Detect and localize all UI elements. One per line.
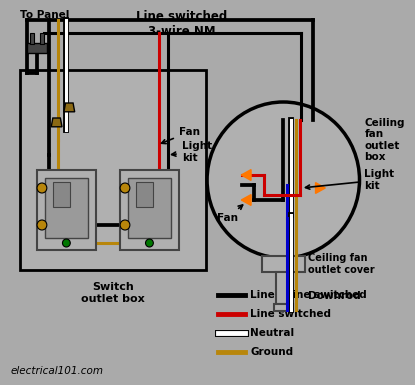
Text: Ceiling
fan
outlet
box: Ceiling fan outlet box [364,117,405,162]
Text: Light
kit: Light kit [305,169,395,191]
Bar [37,170,96,250]
Text: Light
kit: Light kit [172,141,212,163]
Text: Ceiling fan
outlet cover: Ceiling fan outlet cover [308,253,374,275]
Text: Fan: Fan [161,127,200,144]
Circle shape [63,239,70,247]
Text: Switch
outlet box: Switch outlet box [81,282,145,304]
Bar [276,272,290,304]
Text: To Panel: To Panel [20,10,70,20]
Text: Downrod: Downrod [308,291,361,301]
Bar [273,304,293,311]
Bar [45,178,88,238]
Bar [136,182,153,207]
Circle shape [207,102,359,258]
Polygon shape [64,103,75,112]
Polygon shape [241,170,251,181]
Text: Fan: Fan [217,205,243,223]
Circle shape [37,220,47,230]
Text: Line switched: Line switched [250,309,331,319]
Polygon shape [241,194,251,206]
Bar [27,43,47,53]
Polygon shape [315,182,325,193]
Text: Line / Line switched: Line / Line switched [250,290,367,300]
Bar [30,33,34,44]
Bar [262,256,305,272]
Polygon shape [51,118,62,127]
Text: 3-wire NM: 3-wire NM [148,25,215,38]
Text: Neutral: Neutral [250,328,294,338]
Bar [128,178,171,238]
Bar [20,70,206,270]
Text: electrical101.com: electrical101.com [10,366,103,376]
Circle shape [146,239,153,247]
Bar [120,170,179,250]
Circle shape [120,183,130,193]
Circle shape [120,220,130,230]
Text: Line switched: Line switched [136,10,227,23]
Bar [40,33,44,44]
Bar [53,182,70,207]
Circle shape [37,183,47,193]
Text: Ground: Ground [250,347,293,357]
